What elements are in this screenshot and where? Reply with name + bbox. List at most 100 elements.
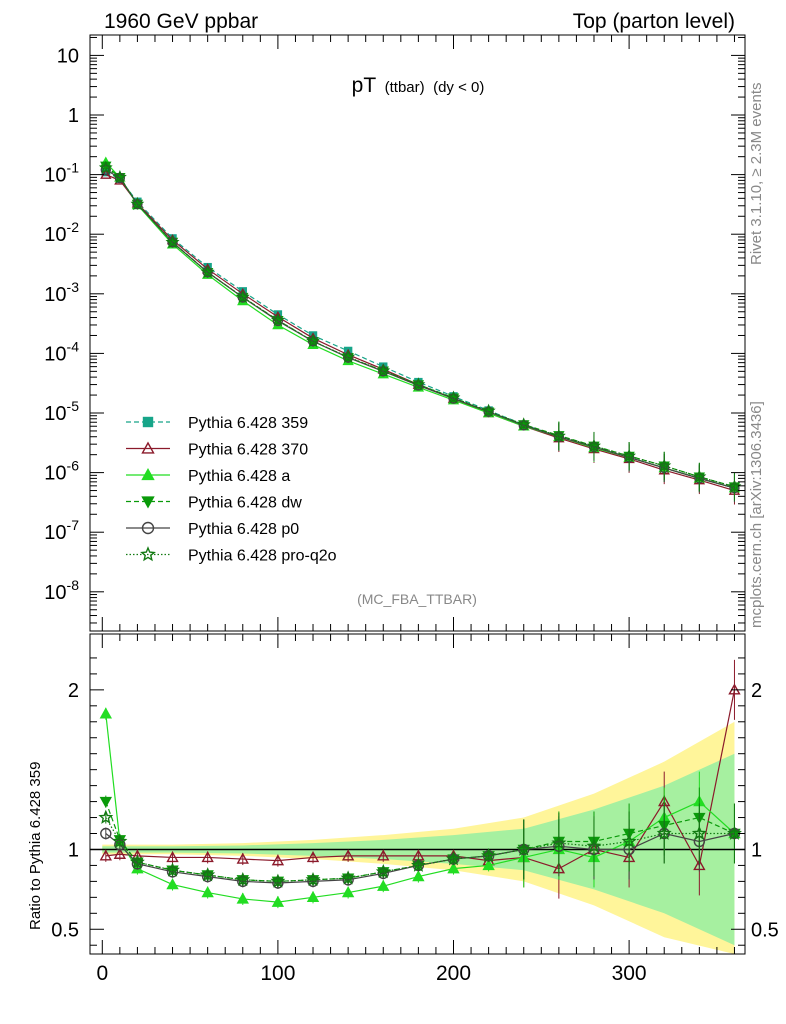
header-left: 1960 GeV ppbar: [104, 10, 258, 33]
legend-label: Pythia 6.428 p0: [188, 521, 299, 538]
legend-marker: [140, 546, 156, 562]
ratio-data-point: [201, 886, 214, 898]
ratio-data-point: [165, 862, 180, 877]
header-right: Top (parton level): [573, 10, 735, 33]
ratio-data-point: [166, 878, 179, 890]
y-tick-label-main: 10-4: [44, 338, 79, 365]
series-pythia-6-428-pro-q2o: [98, 160, 742, 501]
data-point: [376, 363, 391, 377]
ratio-data-point: [341, 849, 355, 861]
axes: 10 1 10-1 10-2 10-3 10-4 10-5 10-6 10-7 10-8 0 100 2…: [44, 35, 779, 985]
x-tick-label: 300: [612, 962, 647, 985]
legend-label: Pythia 6.428 a: [188, 468, 290, 485]
series-line: [105, 171, 735, 489]
ratio-data-point: [691, 825, 707, 840]
plot-title-cond: (dy < 0): [433, 79, 484, 96]
ratio-panel-frame: [89, 633, 746, 955]
ratio-data-point: [377, 849, 390, 861]
ratio-data-point: [446, 851, 461, 866]
ratio-series-line: [105, 713, 735, 903]
ratio-data-point: [236, 892, 249, 904]
legend-entry: Pythia 6.428 359: [126, 415, 308, 432]
ratio-data-point: [727, 825, 742, 840]
legend-entry: Pythia 6.428 p0: [126, 521, 299, 538]
main-panel-content: [98, 156, 742, 505]
data-point: [100, 164, 112, 176]
data-point: [727, 479, 742, 493]
ratio-data-point: [200, 867, 216, 882]
ratio-data-point: [516, 841, 532, 856]
ratio-data-point: [271, 895, 285, 907]
data-point: [341, 349, 356, 364]
data-point: [516, 417, 531, 431]
legend-entry: Pythia 6.428 pro-q2o: [126, 546, 337, 565]
series-line: [105, 174, 735, 492]
data-point: [112, 169, 127, 184]
ratio-data-point: [99, 849, 112, 861]
plot-title-sub: (ttbar): [385, 79, 425, 96]
ratio-data-point: [112, 833, 128, 848]
y-tick-label-main: 10-5: [44, 398, 79, 425]
data-point: [98, 160, 113, 174]
data-point: [692, 469, 707, 483]
legend-marker: [141, 521, 155, 535]
ratio-series-pythia-6-428-pro-q2o: [98, 803, 742, 888]
legend-label: Pythia 6.428 dw: [188, 495, 302, 512]
ratio-data-point: [551, 835, 567, 850]
ratio-data-point: [235, 871, 251, 887]
data-point: [446, 390, 461, 404]
data-point: [200, 264, 215, 279]
ratio-data-point: [481, 847, 497, 863]
legend-entry: Pythia 6.428 dw: [126, 495, 302, 512]
ratio-data-point: [411, 857, 426, 872]
y-tick-label-ratio: 0.5: [51, 919, 79, 941]
plot-title: pT (ttbar) (dy < 0): [352, 74, 485, 97]
main-panel-frame: [89, 34, 746, 632]
y-tick-label-main: 10-7: [44, 517, 79, 544]
y-tick-label-ratio: 1: [68, 839, 79, 861]
legend-entry: Pythia 6.428 370: [126, 442, 308, 459]
ratio-data-point: [99, 707, 112, 719]
ratio-data-point: [236, 852, 249, 864]
ratio-series-line: [105, 832, 735, 884]
data-point: [130, 196, 145, 211]
series-line: [105, 169, 735, 489]
legend-marker: [141, 441, 155, 454]
legend-marker: [141, 468, 155, 481]
ratio-data-point: [412, 870, 425, 882]
ratio-data-point: [98, 809, 114, 824]
ratio-axis-label: Ratio to Pythia 6.428 359: [27, 762, 44, 930]
ratio-series-line: [105, 689, 736, 870]
ratio-data-point: [270, 873, 286, 888]
ratio-series-line: [105, 801, 735, 882]
y-tick-label-main: 1: [68, 105, 79, 127]
x-tick-label: 100: [260, 962, 295, 985]
ratio-data-point: [340, 870, 356, 885]
data-point: [165, 235, 180, 249]
side-label-rivet: Rivet 3.1.10, ≥ 2.3M events: [748, 83, 765, 266]
y-tick-label-main: 10-8: [44, 577, 79, 604]
ratio-data-point: [447, 862, 460, 874]
ratio-data-point: [130, 854, 145, 869]
legend-label: Pythia 6.428 370: [188, 442, 308, 459]
y-tick-label-main: 10-1: [44, 160, 79, 187]
ratio-data-point: [201, 851, 214, 863]
ratio-data-point: [99, 796, 112, 809]
ratio-data-point: [113, 847, 127, 859]
y-tick-label-ratio: 2: [68, 680, 79, 702]
data-point: [481, 403, 496, 418]
data-point: [657, 458, 672, 472]
data-point: [306, 333, 320, 348]
ratio-data-point: [482, 858, 495, 871]
analysis-watermark: (MC_FBA_TTBAR): [357, 591, 477, 607]
ratio-data-point: [586, 838, 602, 853]
data-point: [551, 428, 566, 442]
legend-marker: [141, 496, 155, 509]
ratio-data-point: [306, 890, 320, 903]
data-point: [413, 380, 424, 391]
y-tick-label-main: 10-6: [44, 458, 79, 485]
series-line: [105, 167, 735, 488]
ratio-panel-content: [90, 659, 745, 954]
ratio-data-point: [306, 851, 320, 863]
